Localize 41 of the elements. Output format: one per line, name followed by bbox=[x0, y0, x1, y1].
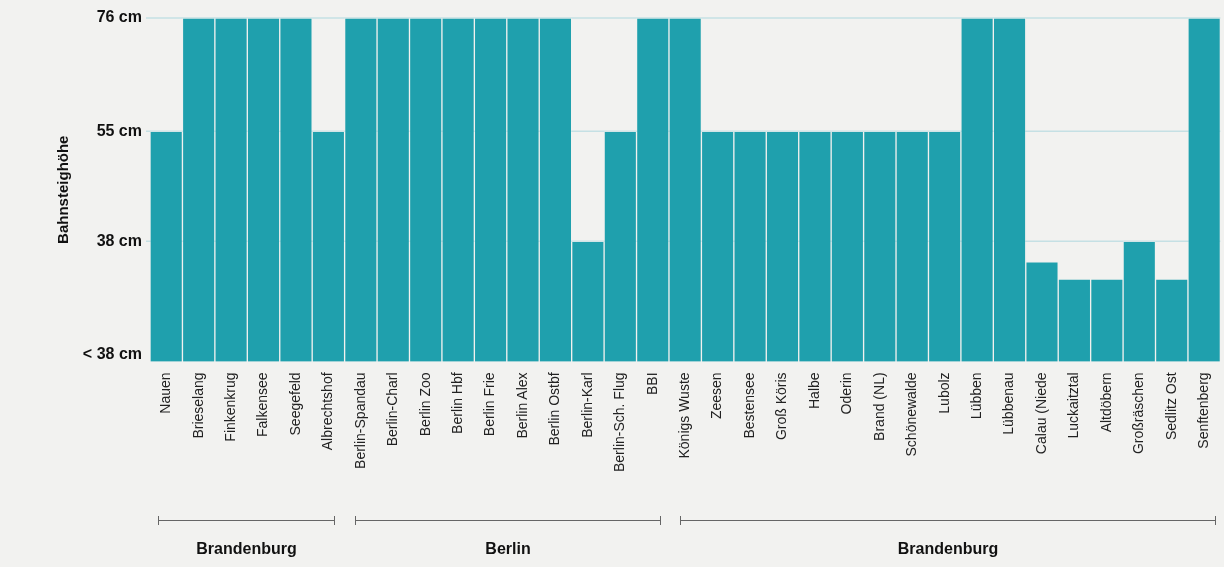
x-tick-label: Senftenberg bbox=[1195, 372, 1212, 449]
x-tick-label: Berlin-Sch. Flug bbox=[611, 372, 628, 472]
x-tick-label: Berlin-Charl bbox=[384, 372, 401, 447]
x-tick-label: Berlin Zoo bbox=[416, 372, 433, 437]
ref-line-label: 55 cm bbox=[96, 121, 142, 139]
text: Berlin bbox=[485, 540, 531, 558]
text: < 38 cm bbox=[82, 344, 142, 362]
y-axis-title: Bahnsteighöhe bbox=[54, 135, 72, 244]
x-tick-label: Finkenkrug bbox=[221, 372, 238, 442]
x-tick-label: Großräschen bbox=[1130, 372, 1147, 455]
x-tick-label: Oderin bbox=[838, 372, 855, 415]
x-tick-label: Berlin Frie bbox=[481, 372, 498, 437]
x-tick-label: Groß Köris bbox=[773, 372, 790, 441]
x-tick-label: Halbe bbox=[805, 372, 822, 409]
x-tick-label: Luckaitztal bbox=[1065, 372, 1082, 439]
x-tick-label: Bestensee bbox=[740, 372, 757, 439]
x-tick-label: Nauen bbox=[157, 372, 174, 414]
x-tick-label: Berlin Ostbf bbox=[546, 372, 563, 446]
x-tick-label: Albrechtshof bbox=[319, 372, 336, 451]
x-tick-label: Calau (Niede bbox=[1032, 372, 1049, 455]
x-tick-label: Schönewalde bbox=[903, 372, 920, 457]
x-tick-label: Königs Wuste bbox=[676, 372, 693, 459]
text: Brandenburg bbox=[897, 540, 999, 558]
x-tick-label: Zeesen bbox=[708, 372, 725, 420]
x-tick-label: Falkensee bbox=[254, 372, 271, 437]
x-tick-label: Lubolz bbox=[935, 372, 952, 414]
text: Brandenburg bbox=[196, 540, 297, 558]
x-tick-label: Lübbenau bbox=[1000, 372, 1017, 435]
ref-line-label: 38 cm bbox=[96, 231, 142, 249]
x-tick-label: Brieselang bbox=[189, 372, 206, 439]
x-tick-label: Lübben bbox=[967, 372, 984, 420]
x-tick-label: Berlin-Karl bbox=[578, 372, 595, 438]
x-tick-label: Berlin-Spandau bbox=[351, 372, 368, 469]
x-tick-label: Sedlitz Ost bbox=[1162, 372, 1179, 441]
x-tick-label: Altdöbern bbox=[1097, 372, 1114, 433]
x-tick-label: Berlin Hbf bbox=[449, 372, 465, 434]
x-tick-label: Brand (NL) bbox=[870, 372, 887, 441]
ref-line-label: 76 cm bbox=[96, 8, 142, 26]
x-tick-label: Berlin Alex bbox=[513, 372, 530, 439]
x-tick-label: BBI bbox=[643, 372, 660, 395]
x-tick-label: Seegefeld bbox=[286, 372, 303, 436]
